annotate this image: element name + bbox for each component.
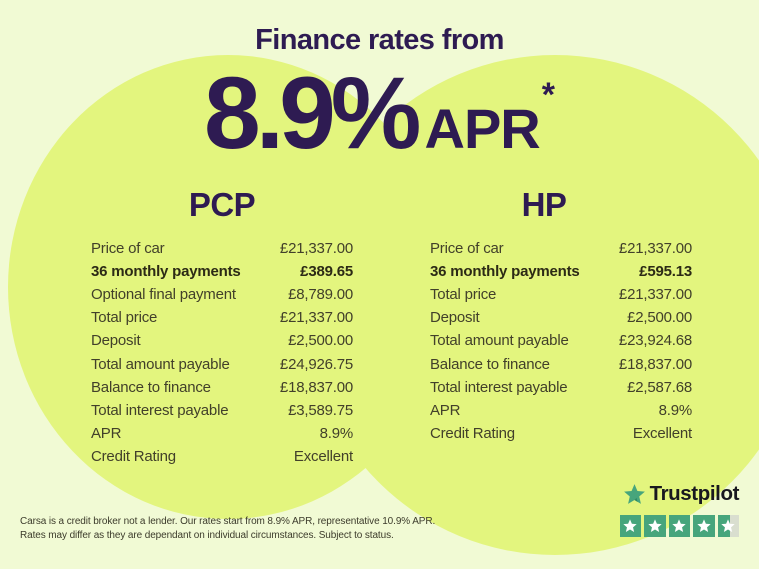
row-value: 8.9% bbox=[658, 402, 693, 419]
disclaimer-text: Carsa is a credit broker not a lender. O… bbox=[20, 515, 480, 542]
row-value: £18,837.00 bbox=[618, 355, 692, 373]
row-value: £18,837.00 bbox=[279, 378, 353, 396]
row-value: £24,926.75 bbox=[279, 355, 353, 373]
finance-row: Balance to finance £18,837.00 bbox=[91, 376, 353, 399]
finance-row: Deposit £2,500.00 bbox=[91, 329, 353, 352]
row-value: £21,337.00 bbox=[618, 286, 692, 304]
row-label: Total amount payable bbox=[430, 332, 569, 350]
trustpilot-wordmark: Trustpilot bbox=[649, 482, 740, 505]
finance-row: Price of car £21,337.00 bbox=[430, 237, 692, 260]
row-label: Total amount payable bbox=[91, 355, 230, 373]
disclaimer-line: Rates may differ as they are dependant o… bbox=[20, 529, 394, 541]
hp-table: Price of car £21,337.00 36 monthly paymen… bbox=[430, 237, 692, 446]
row-value: £595.13 bbox=[639, 262, 692, 280]
finance-row: APR 8.9% bbox=[91, 422, 353, 445]
trustpilot-star-box-full bbox=[644, 515, 666, 537]
hp-column: HP Price of car £21,337.00 36 monthly pay… bbox=[430, 185, 692, 445]
banner-title: Finance rates from bbox=[255, 24, 504, 56]
row-label: Price of car bbox=[430, 239, 504, 257]
row-value: £23,924.68 bbox=[618, 332, 692, 350]
headline-rate: 8.9% APR* bbox=[0, 62, 759, 164]
finance-row: Price of car £21,337.00 bbox=[91, 237, 353, 260]
hp-column-title: HP bbox=[521, 186, 567, 223]
row-value: £21,337.00 bbox=[279, 309, 353, 327]
finance-row: APR 8.9% bbox=[430, 399, 692, 422]
trustpilot-star-box-full bbox=[668, 515, 690, 537]
trustpilot-rating-stars bbox=[619, 515, 739, 537]
trustpilot-badge: Trustpilot bbox=[619, 481, 739, 537]
row-value: £2,500.00 bbox=[288, 332, 353, 350]
row-label: 36 monthly payments bbox=[91, 262, 241, 280]
trustpilot-star-box-full bbox=[693, 515, 715, 537]
row-label: APR bbox=[91, 425, 122, 443]
rate-value: 8.9% bbox=[204, 56, 421, 170]
row-value: Excellent bbox=[293, 448, 353, 466]
finance-row: Total interest payable £2,587.68 bbox=[430, 376, 692, 399]
row-label: Credit Rating bbox=[430, 425, 515, 443]
finance-row: Deposit £2,500.00 bbox=[430, 306, 692, 329]
row-label: Price of car bbox=[91, 239, 165, 257]
row-value: £21,337.00 bbox=[279, 239, 353, 257]
row-value: 8.9% bbox=[319, 425, 354, 443]
row-value: £3,589.75 bbox=[288, 402, 353, 419]
disclaimer-line: Carsa is a credit broker not a lender. O… bbox=[20, 516, 436, 527]
finance-row: Balance to finance £18,837.00 bbox=[430, 353, 692, 376]
finance-row: Total interest payable £3,589.75 bbox=[91, 399, 353, 422]
apr-label: APR bbox=[424, 97, 541, 160]
trustpilot-star-icon bbox=[623, 483, 645, 504]
pcp-column: PCP Price of car £21,337.00 36 monthly pa… bbox=[91, 185, 353, 468]
trustpilot-star-box-full bbox=[619, 515, 641, 537]
row-label: Total interest payable bbox=[91, 402, 229, 419]
row-label: Total price bbox=[430, 286, 497, 304]
trustpilot-logo-row: Trustpilot bbox=[622, 481, 739, 507]
background-circle-right bbox=[305, 55, 759, 555]
row-label: Balance to finance bbox=[430, 355, 550, 373]
row-value: £2,587.68 bbox=[627, 378, 692, 396]
finance-row-monthly-payment: 36 monthly payments £389.65 bbox=[91, 260, 353, 283]
row-label: APR bbox=[430, 402, 461, 419]
pcp-table: Price of car £21,337.00 36 monthly paymen… bbox=[91, 237, 353, 469]
row-label: 36 monthly payments bbox=[430, 262, 580, 280]
trustpilot-star-box-half bbox=[717, 515, 739, 537]
pcp-column-title: PCP bbox=[188, 186, 256, 223]
row-value: £8,789.00 bbox=[288, 286, 353, 304]
finance-row: Credit Rating Excellent bbox=[91, 445, 353, 468]
row-value: £389.65 bbox=[300, 262, 353, 280]
row-value: £2,500.00 bbox=[627, 309, 692, 327]
finance-row-monthly-payment: 36 monthly payments £595.13 bbox=[430, 260, 692, 283]
row-label: Balance to finance bbox=[91, 378, 211, 396]
finance-row: Total amount payable £23,924.68 bbox=[430, 329, 692, 352]
finance-row: Optional final payment £8,789.00 bbox=[91, 283, 353, 306]
row-value: £21,337.00 bbox=[618, 239, 692, 257]
row-label: Total interest payable bbox=[430, 378, 568, 396]
finance-row: Total amount payable £24,926.75 bbox=[91, 353, 353, 376]
row-label: Total price bbox=[91, 309, 158, 327]
row-label: Deposit bbox=[91, 332, 141, 350]
finance-row: Total price £21,337.00 bbox=[430, 283, 692, 306]
finance-row: Total price £21,337.00 bbox=[91, 306, 353, 329]
row-label: Optional final payment bbox=[91, 286, 236, 304]
apr-footnote-asterisk: * bbox=[541, 76, 555, 114]
row-label: Deposit bbox=[430, 309, 480, 327]
finance-row: Credit Rating Excellent bbox=[430, 422, 692, 445]
row-value: Excellent bbox=[632, 425, 692, 443]
row-label: Credit Rating bbox=[91, 448, 176, 466]
